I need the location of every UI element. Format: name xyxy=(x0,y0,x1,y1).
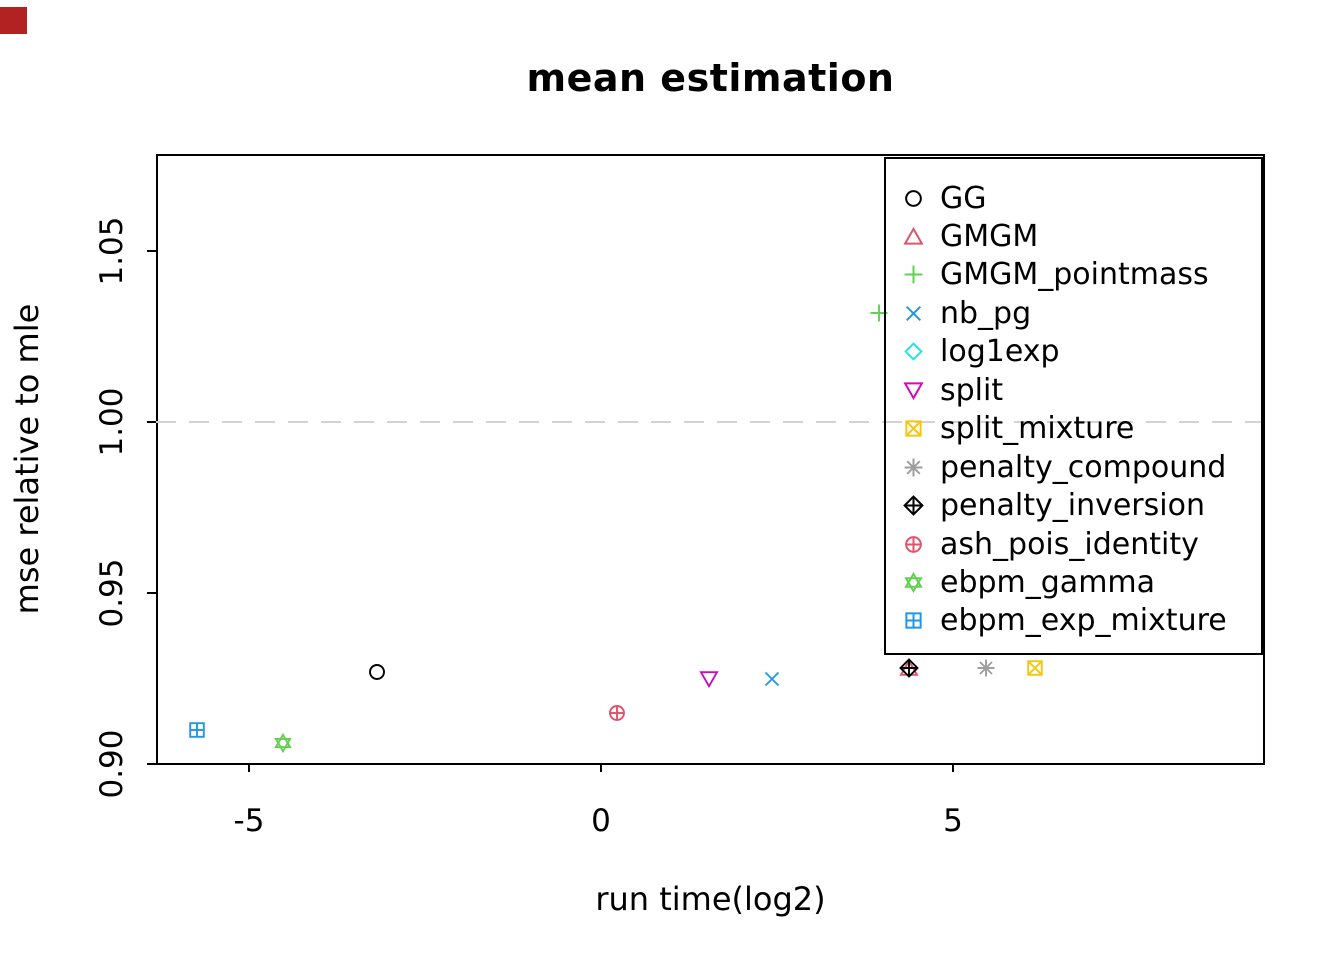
legend-label: ash_pois_identity xyxy=(940,526,1199,562)
point-ash_pois_identity xyxy=(607,703,627,723)
x-tick-label: -5 xyxy=(233,803,265,839)
legend-item-penalty_inversion: penalty_inversion xyxy=(886,487,1261,525)
point-penalty_compound xyxy=(976,658,996,678)
circle-plus-icon xyxy=(903,534,925,555)
legend-label: ebpm_gamma xyxy=(940,565,1156,600)
y-axis-label: mse relative to mle xyxy=(8,303,46,615)
plus-icon xyxy=(903,264,925,285)
legend-item-GMGM_pointmass: GMGM_pointmass xyxy=(886,256,1261,294)
reference-line-dashed xyxy=(156,421,1261,423)
chart-title: mean estimation xyxy=(526,56,895,100)
asterisk-icon xyxy=(903,457,925,478)
legend-label: GMGM_pointmass xyxy=(940,257,1209,293)
legend-item-ebpm_gamma: ebpm_gamma xyxy=(886,564,1261,602)
legend-label: GG xyxy=(940,180,987,216)
triangle-up-icon xyxy=(903,226,925,247)
y-tick-label: 0.90 xyxy=(94,729,130,799)
legend-label: log1exp xyxy=(940,334,1060,370)
x-tick-mark xyxy=(600,763,602,772)
legend-item-GG: GG xyxy=(886,179,1261,217)
legend-label: split_mixture xyxy=(940,411,1135,447)
legend-label: split xyxy=(940,372,1004,408)
legend-box: GG GMGM GMGM_pointmass nb_pg log1exp split spl… xyxy=(884,157,1263,655)
circle-icon xyxy=(903,188,925,209)
point-penalty_inversion xyxy=(898,658,919,679)
legend-label: ebpm_exp_mixture xyxy=(940,603,1227,639)
star6-icon xyxy=(903,571,925,594)
legend-item-split_mixture: split_mixture xyxy=(886,410,1261,448)
legend-item-ash_pois_identity: ash_pois_identity xyxy=(886,525,1261,563)
x-icon xyxy=(903,303,925,324)
recording-marker xyxy=(0,7,27,34)
point-nb_pg xyxy=(762,669,782,689)
square-x-icon xyxy=(903,418,925,439)
legend-item-ebpm_exp_mixture: ebpm_exp_mixture xyxy=(886,602,1261,640)
x-tick-mark xyxy=(952,763,954,772)
x-tick-mark xyxy=(248,763,250,772)
legend-item-GMGM: GMGM xyxy=(886,217,1261,255)
y-tick-label: 0.95 xyxy=(94,558,130,628)
legend-item-log1exp: log1exp xyxy=(886,333,1261,371)
y-tick-mark xyxy=(147,421,156,423)
point-split_mixture xyxy=(1025,658,1045,678)
y-tick-label: 1.05 xyxy=(94,216,130,286)
y-tick-mark xyxy=(147,592,156,594)
x-tick-label: 5 xyxy=(943,803,963,839)
legend-label: nb_pg xyxy=(940,295,1032,331)
legend-label: GMGM xyxy=(940,218,1039,254)
diamond-plus-icon xyxy=(903,495,925,516)
plot-box xyxy=(156,154,1265,765)
legend-item-split: split xyxy=(886,371,1261,409)
point-ebpm_exp_mixture xyxy=(187,720,207,740)
legend-label: penalty_compound xyxy=(940,449,1227,485)
y-tick-label: 1.00 xyxy=(94,387,130,457)
diamond-icon xyxy=(903,341,925,362)
y-tick-mark xyxy=(147,763,156,765)
point-split xyxy=(699,669,719,689)
x-tick-label: 0 xyxy=(591,803,611,839)
legend-label: penalty_inversion xyxy=(940,488,1205,524)
point-ebpm_gamma xyxy=(273,733,293,754)
square-plus-icon xyxy=(903,610,925,631)
y-tick-mark xyxy=(147,250,156,252)
point-GG xyxy=(367,662,387,682)
legend-item-penalty_compound: penalty_compound xyxy=(886,448,1261,486)
legend-item-nb_pg: nb_pg xyxy=(886,294,1261,332)
x-axis-label: run time(log2) xyxy=(595,880,826,918)
triangle-down-icon xyxy=(903,380,925,401)
